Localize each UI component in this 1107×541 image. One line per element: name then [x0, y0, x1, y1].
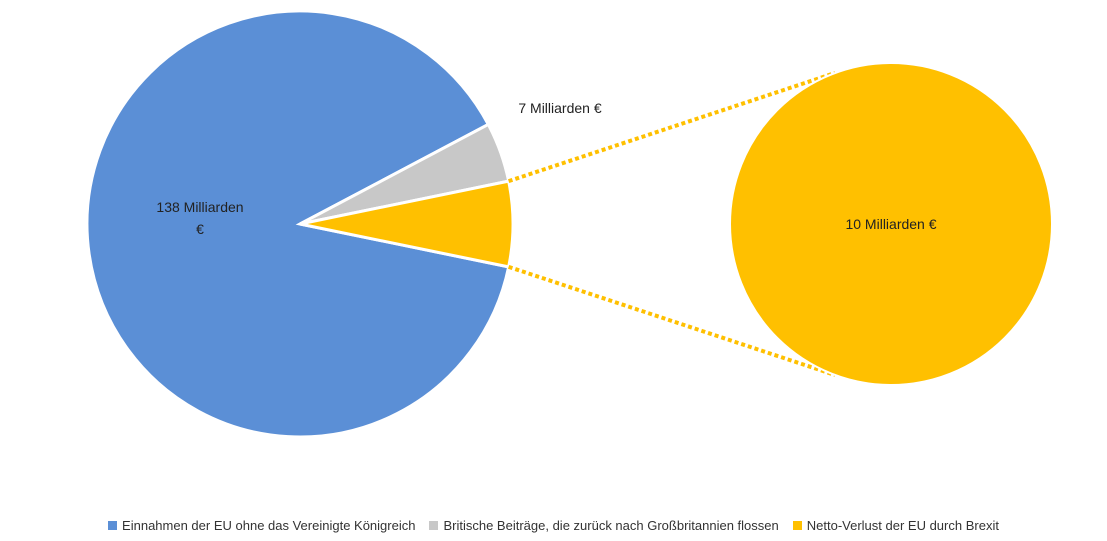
pie-slice [299, 179, 515, 269]
data-label: 10 Milliarden € [845, 216, 937, 232]
legend-item: Einnahmen der EU ohne das Vereinigte Kön… [108, 518, 415, 533]
connector [508, 264, 836, 377]
connector [508, 71, 836, 184]
legend-item: Britische Beiträge, die zurück nach Groß… [429, 518, 779, 533]
legend-swatch [429, 521, 439, 530]
legend-swatch [792, 521, 802, 530]
pie-slice [85, 9, 511, 439]
secondary-pie [729, 62, 1053, 386]
data-label: 138 Milliarden € [156, 199, 244, 237]
legend-label: Netto-Verlust der EU durch Brexit [806, 518, 999, 533]
data-label: 7 Milliarden € [518, 100, 602, 116]
legend: Einnahmen der EU ohne das Vereinigte Kön… [0, 518, 1107, 533]
legend-swatch [108, 521, 118, 530]
legend-label: Einnahmen der EU ohne das Vereinigte Kön… [122, 518, 416, 533]
legend-label: Britische Beiträge, die zurück nach Groß… [443, 518, 779, 533]
legend-item: Netto-Verlust der EU durch Brexit [792, 518, 999, 533]
